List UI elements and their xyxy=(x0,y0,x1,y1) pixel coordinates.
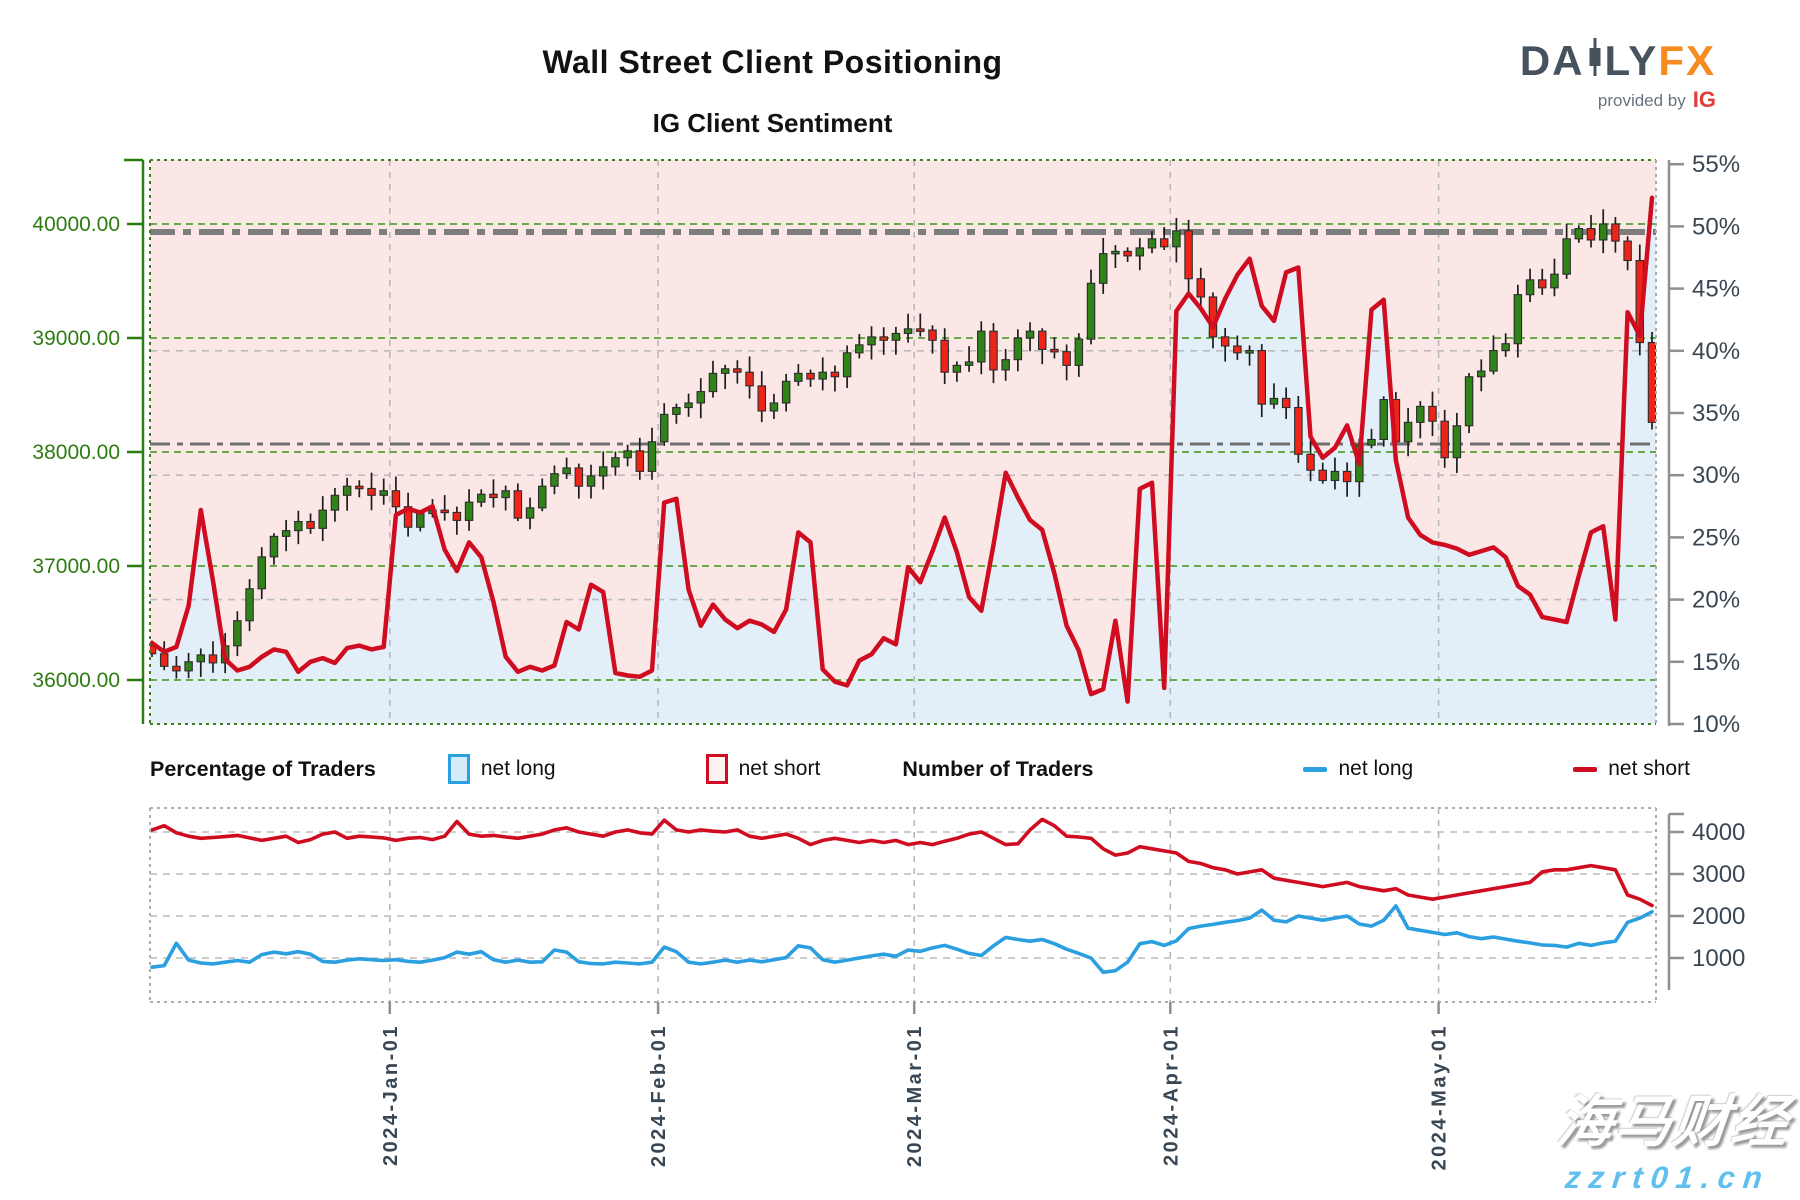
net-short-dash-icon xyxy=(1573,766,1598,772)
legend-label: net short xyxy=(1608,757,1690,780)
svg-text:40000.00: 40000.00 xyxy=(32,213,120,236)
main-plot-border xyxy=(149,159,1657,725)
chart-subtitle: IG Client Sentiment xyxy=(652,108,893,138)
candlestick-icon xyxy=(1588,38,1602,83)
svg-text:2024-Mar-01: 2024-Mar-01 xyxy=(904,1024,926,1167)
svg-text:40%: 40% xyxy=(1692,338,1740,365)
net-long-box-icon xyxy=(447,754,470,784)
legend-label: net long xyxy=(1338,757,1414,780)
legend-item-num-net-long: net long xyxy=(1303,757,1413,781)
legend-label: net short xyxy=(738,757,821,780)
dailyfx-brand: DA LY FX xyxy=(1520,38,1716,83)
legend-item-pct-net-short: net short xyxy=(705,754,821,784)
svg-text:37000.00: 37000.00 xyxy=(32,555,120,578)
level-lines xyxy=(150,228,1656,446)
dailyfx-logo: DA LY FX provided by IG xyxy=(1520,38,1716,111)
ig-logo: IG xyxy=(1692,87,1716,112)
watermark: 海马财经 zzrt01.cn xyxy=(1550,1077,1795,1196)
svg-text:2024-May-01: 2024-May-01 xyxy=(1429,1024,1451,1170)
watermark-url: zzrt01.cn xyxy=(1563,1160,1772,1195)
net-short-box-icon xyxy=(705,754,728,784)
legend-item-pct-net-long: net long xyxy=(447,754,556,784)
svg-text:36000.00: 36000.00 xyxy=(32,669,120,692)
provided-by-label: provided by xyxy=(1597,90,1686,110)
legend-heading-number: Number of Traders xyxy=(902,756,1094,781)
bottom-plot-border xyxy=(149,807,1657,1003)
count-axis-right: 4000 3000 2000 1000 xyxy=(1667,812,1745,990)
legend-item-num-net-short: net short xyxy=(1573,757,1690,781)
brand-fx: FX xyxy=(1658,36,1716,84)
svg-text:2024-Feb-01: 2024-Feb-01 xyxy=(648,1024,670,1167)
svg-text:35%: 35% xyxy=(1692,400,1740,427)
svg-text:2024-Jan-01: 2024-Jan-01 xyxy=(380,1024,402,1166)
svg-text:10%: 10% xyxy=(1692,711,1740,738)
svg-text:50%: 50% xyxy=(1692,213,1740,240)
svg-text:1000: 1000 xyxy=(1692,945,1745,972)
candlestick-series xyxy=(150,209,1656,679)
svg-text:3000: 3000 xyxy=(1692,861,1745,888)
svg-text:2024-Apr-01: 2024-Apr-01 xyxy=(1160,1024,1182,1166)
page-title: Wall Street Client Positioning xyxy=(542,44,1003,80)
pct-net-long-line xyxy=(150,195,1655,704)
legend-label: net long xyxy=(480,757,556,780)
svg-text:2000: 2000 xyxy=(1692,903,1745,930)
net-long-dash-icon xyxy=(1303,766,1328,772)
svg-text:25%: 25% xyxy=(1692,524,1740,551)
main-gridlines xyxy=(150,160,1656,724)
pct-axis-right: 55% 50% 45% 40% 35% 30% 25% 20% 15% 10% xyxy=(1667,151,1740,738)
sentiment-zones xyxy=(150,160,1656,724)
svg-text:45%: 45% xyxy=(1692,276,1740,303)
svg-text:55%: 55% xyxy=(1692,151,1740,178)
watermark-brand: 海马财经 xyxy=(1554,1090,1793,1155)
date-axis: 2024-Jan-01 2024-Feb-01 2024-Mar-01 2024-Ap… xyxy=(380,1002,1451,1170)
svg-text:38000.00: 38000.00 xyxy=(32,441,120,464)
svg-text:39000.00: 39000.00 xyxy=(32,327,120,350)
provided-by-row: provided by IG xyxy=(1520,89,1716,111)
svg-text:15%: 15% xyxy=(1692,649,1740,676)
price-axis-left: 40000.00 39000.00 38000.00 37000.00 36000.00 xyxy=(32,158,145,724)
bottom-gridlines xyxy=(150,808,1656,1002)
svg-text:20%: 20% xyxy=(1692,587,1740,614)
chart-legend: Percentage of Traders net long net short… xyxy=(150,754,1690,784)
svg-text:4000: 4000 xyxy=(1692,819,1745,846)
brand-part1: DA xyxy=(1519,36,1585,84)
brand-part2: LY xyxy=(1604,36,1659,84)
legend-heading-percentage: Percentage of Traders xyxy=(150,756,376,781)
number-of-traders-lines xyxy=(150,817,1654,975)
svg-text:30%: 30% xyxy=(1692,462,1740,489)
